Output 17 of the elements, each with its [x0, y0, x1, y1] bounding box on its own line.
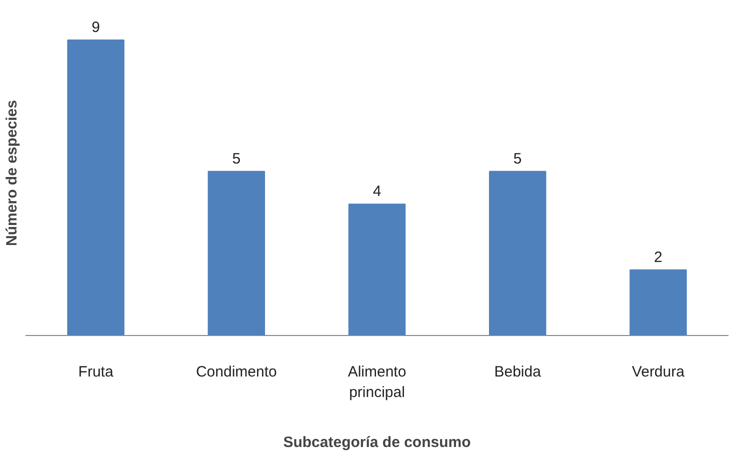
data-label: 5	[232, 150, 241, 168]
data-label: 4	[372, 183, 382, 200]
bar	[348, 204, 406, 336]
bar	[67, 40, 124, 336]
bar	[208, 170, 266, 336]
x-tick-label: Fruta	[78, 364, 114, 380]
data-label: 9	[92, 19, 100, 36]
x-tick-label: Condimento	[196, 364, 277, 380]
y-axis-title: Número de especies	[4, 100, 20, 246]
x-tick-label: Alimento principal	[348, 364, 406, 401]
data-label: 2	[654, 248, 662, 266]
bar	[488, 170, 546, 336]
x-tick-label: Bebida	[494, 364, 542, 380]
x-tick-label: Verdura	[632, 364, 686, 380]
x-axis-title: Subcategoría de consumo	[283, 434, 471, 451]
bar	[630, 269, 687, 336]
data-label: 5	[513, 150, 522, 168]
